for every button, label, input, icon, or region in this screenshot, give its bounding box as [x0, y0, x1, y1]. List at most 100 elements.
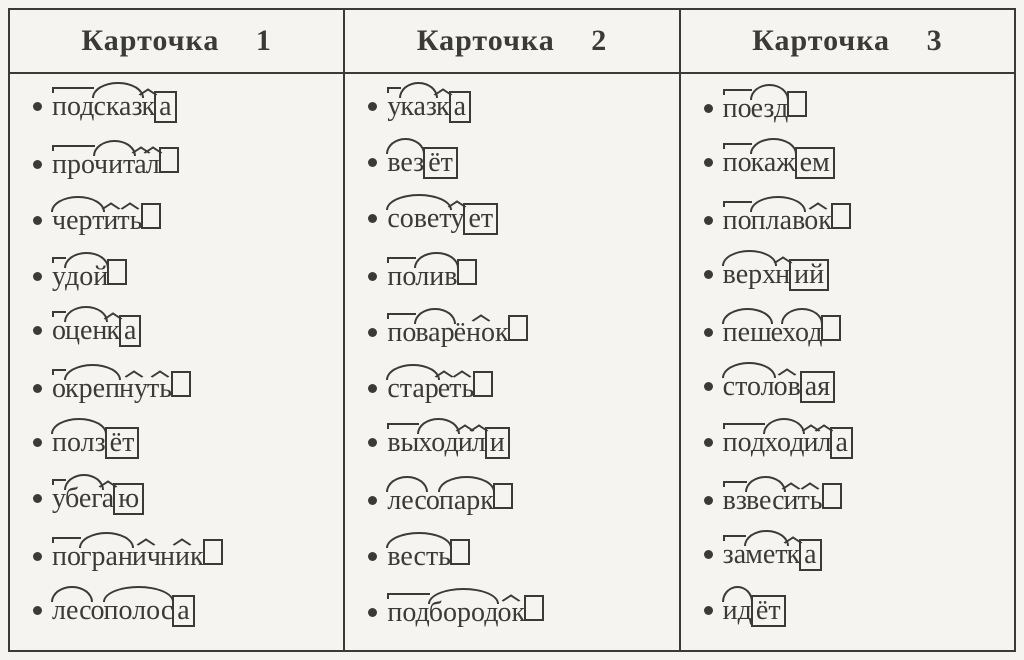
suf-morpheme: и	[103, 207, 118, 235]
root-morpheme: чит	[94, 151, 135, 179]
card-title: Карточка	[81, 24, 219, 57]
word-item: везёт	[368, 147, 659, 179]
suf-morpheme: к	[787, 541, 801, 569]
root-morpheme: каз	[400, 93, 437, 121]
bullet-icon	[33, 102, 42, 111]
root-morpheme: креп	[65, 375, 120, 403]
word-item: выходили	[368, 427, 659, 459]
root-morpheme: мет	[745, 541, 787, 569]
header-row: Карточка 1 Карточка 2 Карточка 3	[9, 9, 1015, 73]
word-item: верхний	[704, 259, 995, 291]
card-cell-3: поездпокажемпоплавокверхнийпешеходстолов…	[680, 73, 1015, 651]
root-morpheme: дой	[65, 263, 108, 291]
root-morpheme: ид	[723, 597, 752, 625]
suf-morpheme: ть	[147, 375, 172, 403]
root-morpheme: ход	[418, 429, 458, 457]
cards-table: Карточка 1 Карточка 2 Карточка 3 подсказ…	[8, 8, 1016, 652]
root-morpheme: сказ	[93, 93, 142, 121]
pre-morpheme: про	[52, 151, 95, 179]
suf-morpheme: л	[472, 429, 486, 457]
word-list-3: поездпокажемпоплавокверхнийпешеходстолов…	[704, 91, 995, 627]
card-cell-1: подсказкапрочиталчертитьудойоценкаокрепн…	[9, 73, 344, 651]
root-morpheme: бег	[65, 485, 103, 513]
bullet-icon	[368, 496, 377, 505]
pre-morpheme: под	[52, 93, 94, 121]
root-morpheme: ход	[764, 429, 804, 457]
card-number: 1	[256, 24, 272, 58]
card-header-2: Карточка 2	[344, 9, 679, 73]
bullet-icon	[368, 608, 377, 617]
root-morpheme: плав	[751, 207, 806, 235]
word-item: оценка	[33, 315, 324, 347]
suf-morpheme: и	[803, 429, 818, 457]
end-morpheme	[831, 203, 851, 229]
end-morpheme: ёт	[751, 595, 786, 627]
bullet-icon	[33, 272, 42, 281]
card-header-1: Карточка 1	[9, 9, 344, 73]
bullet-icon	[704, 382, 713, 391]
end-morpheme: ий	[789, 259, 829, 291]
end-morpheme: а	[119, 315, 141, 347]
bullet-icon	[704, 496, 713, 505]
suf-morpheme: и	[458, 429, 473, 457]
suf-morpheme: и	[784, 487, 799, 515]
root-morpheme: лив	[415, 263, 457, 291]
end-morpheme	[821, 315, 841, 341]
suf-morpheme: ть	[798, 487, 823, 515]
end-morpheme	[171, 371, 191, 397]
bullet-icon	[704, 550, 713, 559]
word-item: идёт	[704, 595, 995, 627]
word-item: ползёт	[33, 427, 324, 459]
pre-morpheme: вы	[387, 429, 419, 457]
word-item: убегаю	[33, 483, 324, 515]
suf-morpheme: ич	[132, 543, 161, 571]
bullet-icon	[704, 438, 713, 447]
body-row: подсказкапрочиталчертитьудойоценкаокрепн…	[9, 73, 1015, 651]
word-item: столовая	[704, 371, 995, 403]
end-morpheme	[473, 371, 493, 397]
end-morpheme: ёт	[105, 427, 140, 459]
root-morpheme: пеш	[723, 319, 772, 347]
root-morpheme: вар	[415, 319, 454, 347]
root-morpheme: каж	[751, 149, 796, 177]
end-morpheme	[107, 259, 127, 285]
suf-morpheme: к	[106, 317, 120, 345]
suf-morpheme: ник	[160, 543, 204, 571]
pre-morpheme: по	[723, 207, 752, 235]
root-morpheme: верх	[723, 261, 776, 289]
suf-morpheme: л	[146, 151, 160, 179]
end-morpheme	[159, 147, 179, 173]
bullet-icon	[368, 438, 377, 447]
word-item: весть	[368, 539, 659, 571]
word-item: лесопарк	[368, 483, 659, 515]
end-morpheme	[457, 259, 477, 285]
suf-morpheme: ок	[804, 207, 832, 235]
word-item: полив	[368, 259, 659, 291]
root-morpheme: полос	[104, 597, 174, 625]
bullet-icon	[33, 494, 42, 503]
word-item: стареть	[368, 371, 659, 403]
pre-morpheme: по	[387, 263, 416, 291]
suf-morpheme: у	[450, 205, 464, 233]
pre-morpheme: по	[387, 319, 416, 347]
bullet-icon	[33, 552, 42, 561]
root-morpheme: лес	[52, 597, 92, 625]
bullet-icon	[704, 270, 713, 279]
root-morpheme: лес	[387, 487, 427, 515]
word-item: пешеход	[704, 315, 995, 347]
word-item: окрепнуть	[33, 371, 324, 403]
bullet-icon	[33, 160, 42, 169]
suf-morpheme: ёнок	[454, 319, 509, 347]
root-morpheme: весть	[387, 543, 451, 571]
pre-morpheme: под	[723, 429, 765, 457]
word-item: поезд	[704, 91, 995, 123]
end-morpheme	[508, 315, 528, 341]
end-morpheme: а	[154, 91, 176, 123]
bullet-icon	[368, 328, 377, 337]
bullet-icon	[704, 216, 713, 225]
word-item: лесополоса	[33, 595, 324, 627]
card-number: 3	[927, 24, 943, 58]
card-number: 2	[591, 24, 607, 58]
end-morpheme: а	[799, 539, 821, 571]
root-morpheme: вез	[387, 149, 424, 177]
